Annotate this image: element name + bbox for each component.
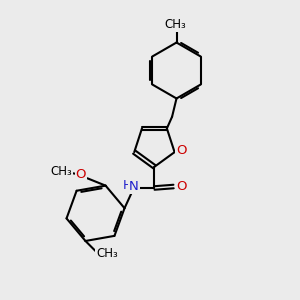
- Text: CH₃: CH₃: [164, 18, 186, 32]
- Text: methoxy: methoxy: [64, 169, 70, 170]
- Text: O: O: [76, 168, 86, 181]
- Text: CH₃: CH₃: [96, 247, 118, 260]
- Text: O: O: [176, 180, 187, 193]
- Text: CH₃: CH₃: [50, 165, 72, 178]
- Text: H: H: [123, 179, 132, 192]
- Text: O: O: [176, 144, 186, 157]
- Text: N: N: [129, 180, 139, 193]
